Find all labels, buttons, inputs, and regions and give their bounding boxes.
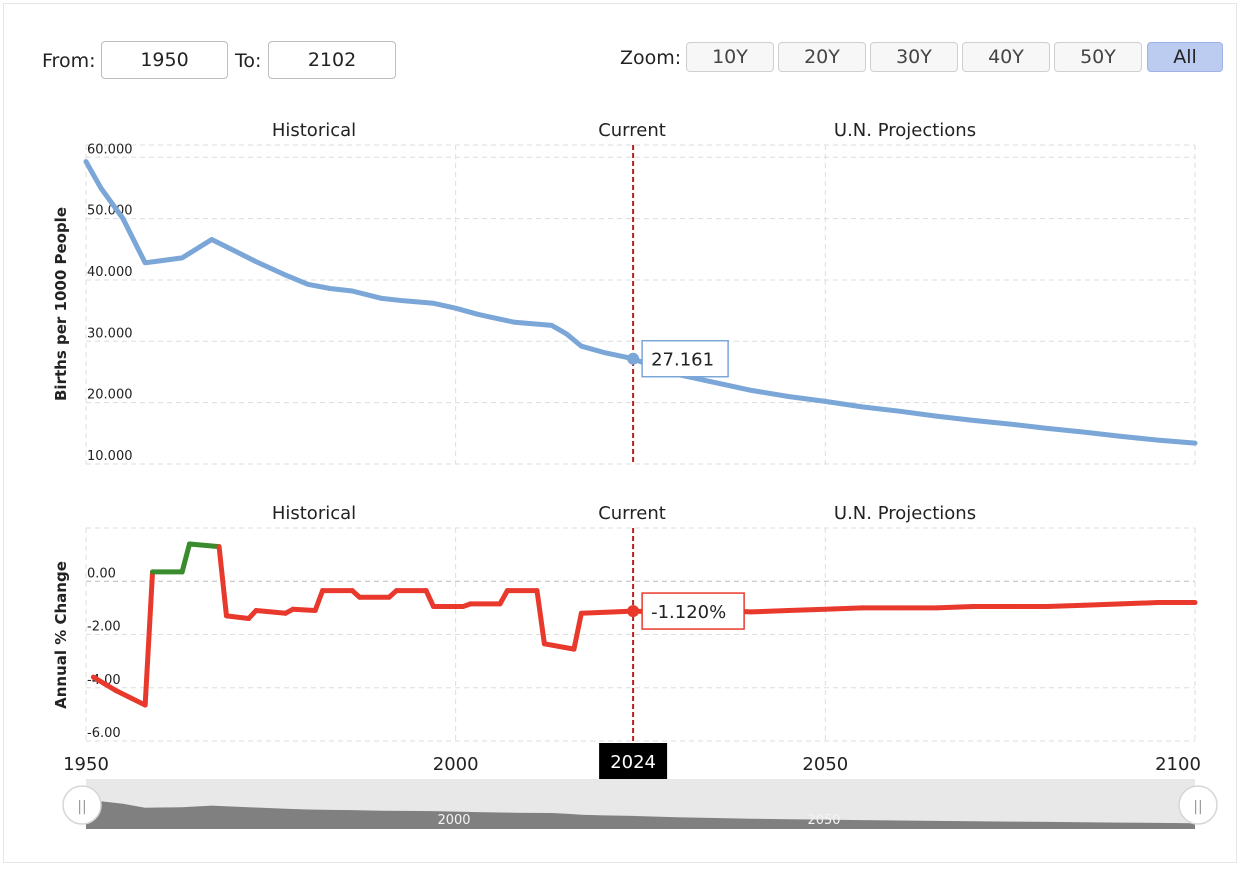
top-y-tick-label: 30.000: [87, 326, 133, 341]
annual-change-segment: [785, 606, 828, 614]
to-label: To:: [235, 50, 262, 72]
annual-change-segment: [1081, 601, 1124, 608]
annual-change-segment: [571, 610, 584, 652]
bottom-y-tick-labels: 0.00-2.00-4.00-6.00: [87, 566, 121, 741]
annual-change-segment: [822, 605, 865, 612]
zoom-40y-button[interactable]: 40Y: [962, 42, 1050, 72]
zoom-50y-button[interactable]: 50Y: [1054, 42, 1142, 72]
annual-change-segment: [1044, 602, 1087, 610]
annual-change-segment: [423, 588, 436, 610]
navigator-right-handle[interactable]: ||: [1178, 785, 1218, 825]
annual-change-segment: [223, 613, 252, 622]
range-navigator[interactable]: 2000 2050 || ||: [62, 779, 1218, 829]
annual-change-segment: [497, 588, 510, 607]
bottom-section-current: Current: [598, 503, 666, 524]
top-section-projections: U.N. Projections: [834, 120, 976, 141]
top-section-current: Current: [598, 120, 666, 141]
annual-change-segment: [933, 604, 976, 611]
navigator-label-2050: 2050: [807, 813, 840, 828]
bottom-section-historical: Historical: [272, 503, 356, 524]
chart-container: [3, 3, 1237, 863]
top-gridlines: [85, 144, 1196, 465]
top-y-tick-label: 50.000: [87, 204, 133, 219]
zoom-20y-button[interactable]: 20Y: [778, 42, 866, 72]
x-tick-label: 2100: [1155, 754, 1201, 775]
navigator-area: [86, 798, 1195, 829]
annual-change-segment: [142, 569, 156, 708]
top-current-point[interactable]: [627, 352, 640, 365]
top-section-historical: Historical: [272, 120, 356, 141]
to-date-input[interactable]: 2102: [268, 41, 396, 79]
annual-change-segment: [90, 674, 119, 693]
bottom-y-tick-label: 0.00: [87, 566, 116, 581]
annual-change-segment: [113, 687, 148, 708]
annual-change-line: [90, 541, 1198, 708]
top-y-tick-label: 20.000: [87, 388, 133, 403]
annual-change-segment: [253, 608, 289, 616]
zoom-label: Zoom:: [620, 47, 682, 69]
top-y-tick-label: 60.000: [87, 142, 133, 157]
bottom-y-axis-label: Annual % Change: [52, 561, 70, 709]
navigator-right-grip: ||: [1193, 799, 1202, 815]
top-y-axis-label: Births per 1000 People: [52, 207, 70, 401]
bottom-current-point[interactable]: [627, 605, 640, 618]
bottom-y-tick-label: -6.00: [87, 726, 121, 741]
top-tooltip-value: 27.161: [651, 350, 714, 371]
navigator-left-handle[interactable]: ||: [62, 785, 102, 825]
bottom-y-tick-label: -2.00: [87, 620, 121, 635]
annual-change-segment: [541, 641, 577, 652]
zoom-30y-button[interactable]: 30Y: [870, 42, 958, 72]
top-tooltip: 27.161: [641, 339, 729, 378]
top-y-tick-label: 40.000: [87, 265, 133, 280]
current-year-badge-label: 2024: [610, 752, 656, 773]
birth-rate-line: [83, 159, 1198, 446]
from-label: From:: [42, 50, 96, 72]
annual-change-segment: [578, 608, 636, 616]
x-tick-label: 1950: [63, 754, 109, 775]
annual-change-segment: [534, 588, 547, 647]
bottom-panel: Historical Current U.N. Projections Annu…: [52, 503, 1201, 779]
bottom-section-projections: U.N. Projections: [834, 503, 976, 524]
annual-change-segment: [748, 608, 791, 615]
current-year-badge: 2024: [599, 743, 668, 779]
bottom-tooltip-value: -1.120%: [651, 602, 726, 623]
annual-change-segment: [216, 544, 229, 619]
zoom-10y-button[interactable]: 10Y: [686, 42, 774, 72]
zoom-all-button[interactable]: All: [1147, 42, 1223, 72]
annual-change-segment: [179, 541, 193, 575]
annual-change-segment: [312, 588, 326, 614]
annual-change-segment: [290, 606, 318, 614]
x-tick-label: 2000: [433, 754, 479, 775]
x-tick-label: 2050: [802, 754, 848, 775]
bottom-tooltip: -1.120%: [641, 592, 745, 630]
from-date-input[interactable]: 1950: [101, 41, 228, 79]
x-tick-labels: 1950 2000 2050 2100: [63, 754, 1201, 775]
top-y-tick-labels: 60.000 50.000 40.000 30.000 20.000 10.000: [87, 142, 133, 464]
bottom-gridlines: [85, 527, 1196, 742]
annual-change-segment: [1118, 600, 1161, 607]
top-y-tick-label: 10.000: [87, 449, 133, 464]
annual-change-segment: [187, 541, 222, 550]
top-panel: Historical Current U.N. Projections Birt…: [52, 120, 1198, 465]
navigator-left-grip: ||: [77, 799, 86, 815]
navigator-label-2000: 2000: [437, 813, 470, 828]
